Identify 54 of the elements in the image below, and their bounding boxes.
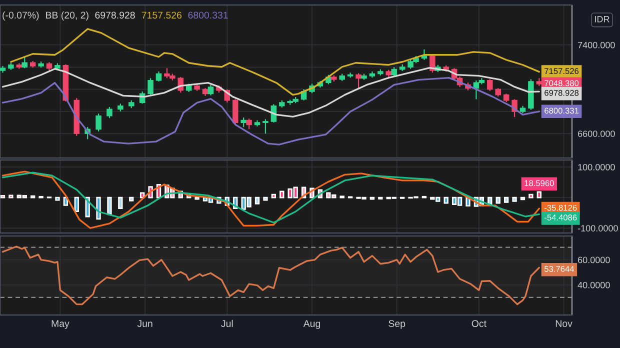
x-tick-label: Nov	[556, 320, 572, 327]
annotation: 6978.928	[95, 12, 135, 19]
data-label: 7157.526	[544, 68, 579, 74]
candlestick	[208, 84, 214, 96]
bar	[254, 196, 260, 204]
bar	[74, 196, 79, 212]
bar	[129, 196, 134, 202]
candlestick	[356, 72, 362, 90]
candlestick	[232, 98, 238, 126]
y-axis-title: IDR	[595, 16, 610, 22]
x-tick-label: Jul	[221, 320, 233, 327]
bar	[8, 194, 14, 198]
data-label: -35.8126	[544, 204, 577, 211]
data-label: 6978.928	[544, 90, 579, 96]
annotation: BB (20, 2)	[46, 11, 88, 21]
data-label: -54.4086	[544, 214, 577, 220]
bar	[496, 196, 500, 204]
y-tick-label: 6600.000	[578, 130, 615, 137]
bar	[504, 196, 509, 203]
y-tick-label: 60.0000	[578, 256, 610, 264]
bar	[263, 196, 268, 201]
data-label: 18.5960	[524, 180, 554, 186]
y-tick-label: 40.0000	[578, 282, 610, 288]
y-tick-label: -100.0000	[578, 225, 618, 232]
candlestick	[22, 56, 28, 69]
bar	[107, 196, 112, 216]
candlestick	[96, 113, 102, 132]
x-tick-label: Sep	[388, 320, 406, 329]
bar	[528, 194, 534, 198]
y-tick-label: 100.0000	[578, 164, 615, 170]
bar	[444, 196, 448, 204]
candlestick	[246, 118, 252, 130]
text: 7048.380	[544, 80, 579, 86]
candlestick	[156, 70, 162, 82]
data-label: 53.7644	[544, 266, 574, 272]
candlestick	[240, 116, 246, 128]
annotation: (-0.07%)	[2, 11, 39, 21]
bar	[118, 196, 123, 209]
bar	[512, 196, 517, 202]
x-tick-label: Aug	[303, 320, 320, 329]
bar	[55, 196, 60, 201]
annotation: 7157.526	[142, 12, 182, 19]
bar	[271, 194, 276, 198]
y-tick-label: 7400.000	[578, 42, 615, 48]
candlestick	[148, 78, 154, 96]
x-tick-label: Jun	[137, 320, 152, 327]
candlestick	[106, 106, 112, 119]
candlestick	[262, 118, 268, 134]
candlestick	[487, 78, 493, 92]
annotation: 6800.331	[188, 12, 228, 19]
data-label: 6800.331	[544, 108, 579, 114]
x-tick-label: May	[52, 320, 70, 329]
bar	[280, 190, 284, 198]
x-tick-label: Oct	[472, 320, 486, 327]
